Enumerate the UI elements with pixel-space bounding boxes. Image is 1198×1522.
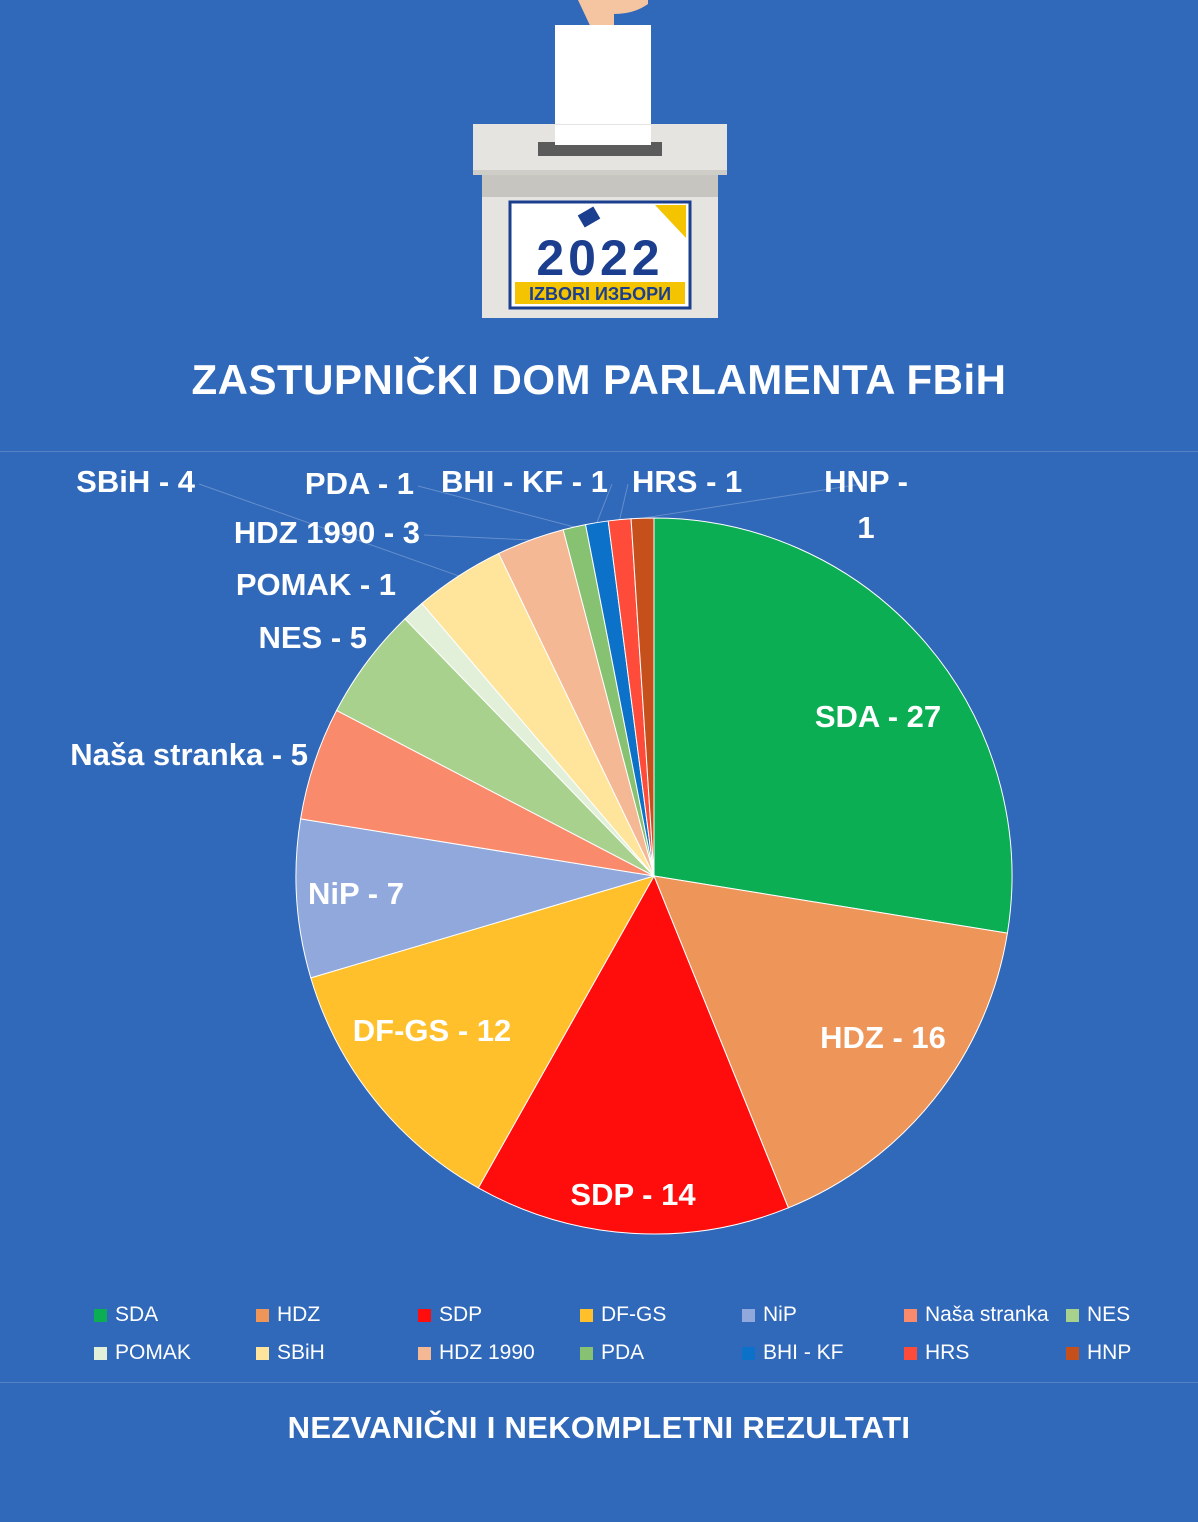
leader-line-hnp <box>642 483 863 519</box>
data-label-df-gs: DF-GS - 12 <box>353 1013 511 1048</box>
pie-slice-sda <box>653 517 1013 934</box>
data-label-hdz: HDZ - 16 <box>820 1020 946 1055</box>
legend-item-hdz-1990: HDZ 1990 <box>418 1341 580 1365</box>
legend-item-bhi-kf: BHI - KF <box>742 1341 904 1365</box>
logo-caption: IZBORI ИЗБОРИ <box>529 284 671 304</box>
leader-line-bhi-kf <box>596 483 613 523</box>
legend-swatch <box>742 1308 755 1322</box>
data-label-nes: NES - 5 <box>258 620 367 655</box>
legend-swatch <box>94 1308 107 1322</box>
legend-swatch <box>904 1308 917 1322</box>
legend-label: NiP <box>763 1303 797 1326</box>
legend-item-df-gs: DF-GS <box>580 1303 742 1327</box>
legend-swatch <box>1066 1346 1079 1360</box>
legend-label: SDP <box>439 1303 483 1326</box>
legend-label: PDA <box>601 1341 645 1364</box>
legend-swatch <box>580 1308 593 1322</box>
legend-item-pomak: POMAK <box>94 1341 256 1365</box>
legend-item-hrs: HRS <box>904 1341 1066 1365</box>
legend-swatch <box>418 1346 431 1360</box>
legend-label: DF-GS <box>601 1303 667 1326</box>
pie-slice-sdp <box>477 874 789 1235</box>
data-label-sdp: SDP - 14 <box>570 1177 696 1212</box>
legend-label: SBiH <box>277 1341 325 1364</box>
bottom-divider <box>0 1382 1198 1383</box>
chart-legend: SDA HDZ SDP DF-GS NiP Naša stranka NES POMAK SBi… <box>94 1303 1174 1365</box>
pie-slice-hdz <box>653 875 1008 1209</box>
legend-item-nes: NES <box>1066 1303 1198 1327</box>
data-label-nip: NiP - 7 <box>308 876 404 911</box>
leader-line-sbih <box>198 483 459 577</box>
legend-label: BHI - KF <box>763 1341 844 1364</box>
legend-item-hdz: HDZ <box>256 1303 418 1327</box>
leader-line-pda <box>417 485 575 528</box>
legend-swatch <box>256 1346 269 1360</box>
legend-label: HRS <box>925 1341 970 1364</box>
legend-item-sda: SDA <box>94 1303 256 1327</box>
legend-label: HNP <box>1087 1341 1132 1364</box>
legend-label: HDZ 1990 <box>439 1341 535 1364</box>
data-label-hrs: HRS - 1 <box>632 464 742 499</box>
legend-swatch <box>742 1346 755 1360</box>
legend-swatch <box>418 1308 431 1322</box>
data-label-bhi-kf: BHI - KF - 1 <box>441 464 608 499</box>
legend-item-pda: PDA <box>580 1341 742 1365</box>
data-label-hdz-1990: HDZ 1990 - 3 <box>234 515 420 550</box>
top-divider <box>0 451 1198 452</box>
legend-label: POMAK <box>115 1341 191 1364</box>
legend-swatch <box>1066 1308 1079 1322</box>
legend-item-sdp: SDP <box>418 1303 580 1327</box>
legend-swatch <box>904 1346 917 1360</box>
legend-item-nip: NiP <box>742 1303 904 1327</box>
leader-line-hrs <box>619 483 629 520</box>
legend-swatch <box>256 1308 269 1322</box>
legend-label: SDA <box>115 1303 159 1326</box>
legend-label: Naša stranka <box>925 1303 1049 1326</box>
legend-swatch <box>580 1346 593 1360</box>
data-label-hnp: HNP -1 <box>824 464 908 545</box>
footer-note: NEZVANIČNI I NEKOMPLETNI REZULTATI <box>287 1410 911 1445</box>
legend-item-na-a-stranka: Naša stranka <box>904 1303 1066 1327</box>
legend-item-sbih: SBiH <box>256 1341 418 1365</box>
data-label-sda: SDA - 27 <box>815 699 941 734</box>
data-label-pda: PDA - 1 <box>305 466 414 501</box>
legend-label: NES <box>1087 1303 1131 1326</box>
legend-item-hnp: HNP <box>1066 1341 1198 1365</box>
legend-label: HDZ <box>277 1303 321 1326</box>
data-label-sbih: SBiH - 4 <box>76 464 196 499</box>
data-label-pomak: POMAK - 1 <box>236 567 396 602</box>
ballot-box-logo: 2022 IZBORI ИЗБОРИ <box>473 0 727 318</box>
pie-slice-nip <box>295 818 655 979</box>
logo-year: 2022 <box>536 230 663 286</box>
data-label-na-a-stranka: Naša stranka - 5 <box>70 737 308 772</box>
legend-swatch <box>94 1346 107 1360</box>
chart-title: ZASTUPNIČKI DOM PARLAMENTA FBiH <box>191 356 1007 403</box>
pie-slice-df-gs <box>310 875 656 1189</box>
pie-chart: SDA - 27 HDZ - 16 SDP - 14 DF-GS - 12 NiP - … <box>70 464 1013 1235</box>
leader-line-hdz-1990 <box>423 534 531 541</box>
pie-slice-hnp <box>630 517 655 877</box>
